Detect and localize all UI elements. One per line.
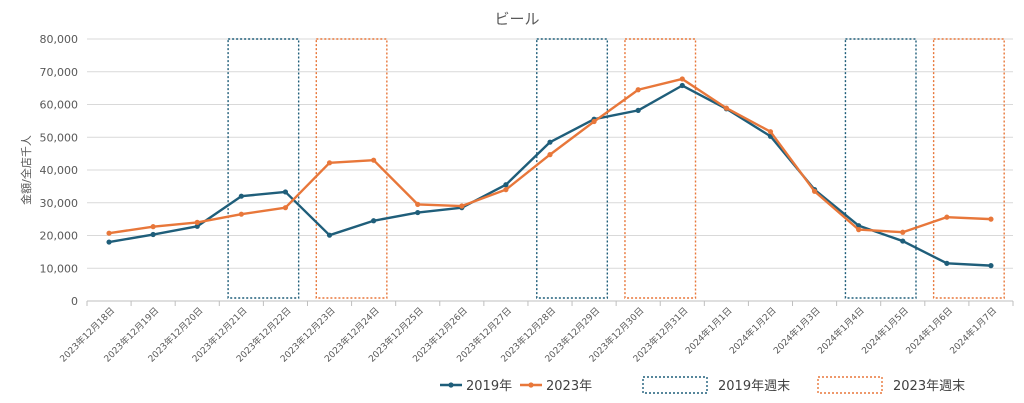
data-point bbox=[415, 201, 421, 207]
data-point bbox=[635, 87, 641, 93]
data-point bbox=[238, 193, 244, 199]
data-point bbox=[944, 260, 950, 266]
series-lines bbox=[106, 76, 994, 269]
data-point bbox=[459, 203, 465, 209]
data-point bbox=[988, 216, 994, 222]
data-point bbox=[900, 229, 906, 235]
data-point bbox=[150, 224, 156, 230]
y-tick-label: 20,000 bbox=[40, 230, 79, 243]
data-point bbox=[194, 223, 200, 229]
data-point bbox=[282, 189, 289, 195]
legend-label: 2023年週末 bbox=[893, 379, 965, 394]
data-point bbox=[326, 160, 333, 166]
x-tick-label: 2024年1月2日 bbox=[727, 305, 779, 357]
y-tick-label: 70,000 bbox=[40, 66, 79, 79]
y-tick-label: 80,000 bbox=[40, 33, 79, 46]
legend: 2019年 2023年 2019年週末 2023年週末 bbox=[440, 376, 965, 394]
weekend-boxes bbox=[227, 38, 1005, 299]
data-point bbox=[679, 82, 685, 89]
legend-label: 2019年 bbox=[466, 379, 512, 394]
data-point bbox=[238, 211, 244, 217]
x-axis: 2023年12月18日2023年12月19日2023年12月20日2023年12… bbox=[57, 300, 1014, 365]
data-point bbox=[503, 182, 509, 188]
chart-title: ビール bbox=[494, 10, 539, 28]
data-point bbox=[591, 118, 597, 125]
data-point bbox=[547, 139, 553, 145]
data-point bbox=[415, 209, 421, 216]
data-point bbox=[900, 238, 906, 244]
data-point bbox=[503, 187, 509, 193]
data-point bbox=[811, 188, 818, 194]
x-tick-label: 2024年1月7日 bbox=[947, 305, 999, 357]
x-tick-label: 2024年1月4日 bbox=[815, 305, 867, 357]
legend-box-swatch bbox=[642, 376, 708, 394]
data-point bbox=[547, 152, 553, 158]
data-point bbox=[767, 129, 774, 135]
weekend-box bbox=[844, 38, 917, 299]
x-tick-label: 2024年1月6日 bbox=[903, 305, 955, 357]
data-point bbox=[679, 76, 685, 82]
y-tick-label: 50,000 bbox=[40, 131, 79, 144]
data-point bbox=[150, 231, 156, 238]
data-point bbox=[106, 239, 112, 245]
weekend-box bbox=[536, 38, 609, 299]
data-point bbox=[371, 218, 377, 224]
weekend-box bbox=[932, 38, 1005, 299]
y-tick-label: 30,000 bbox=[40, 197, 79, 210]
data-point bbox=[723, 105, 729, 111]
weekend-box bbox=[315, 38, 388, 299]
y-tick-label: 60,000 bbox=[40, 99, 79, 112]
data-point bbox=[326, 232, 333, 238]
y-tick-label: 40,000 bbox=[40, 164, 79, 177]
legend-box-swatch bbox=[817, 376, 883, 394]
data-point bbox=[371, 157, 377, 163]
y-axis-label: 金額/全店千人 bbox=[19, 135, 33, 205]
y-tick-label: 0 bbox=[71, 295, 78, 308]
weekend-box bbox=[624, 38, 697, 299]
data-point bbox=[282, 205, 289, 211]
data-point bbox=[944, 214, 950, 220]
legend-label: 2023年 bbox=[546, 379, 592, 394]
data-point bbox=[635, 107, 641, 113]
data-point bbox=[988, 263, 994, 269]
weekend-box bbox=[227, 38, 300, 299]
x-tick-label: 2024年1月3日 bbox=[771, 305, 823, 357]
legend-label: 2019年週末 bbox=[718, 379, 790, 394]
x-tick-label: 2024年1月1日 bbox=[683, 305, 735, 357]
gridlines bbox=[87, 38, 1013, 302]
data-point bbox=[856, 227, 862, 233]
x-tick-label: 2024年1月5日 bbox=[859, 305, 911, 357]
data-point bbox=[194, 219, 200, 225]
y-tick-label: 10,000 bbox=[40, 262, 79, 275]
series-line-0 bbox=[108, 84, 992, 267]
legend-marker bbox=[528, 382, 534, 388]
data-point bbox=[106, 230, 112, 236]
y-axis: 0 10,000 20,000 30,000 40,000 50,000 60,000 70,… bbox=[40, 33, 79, 308]
legend-marker bbox=[448, 382, 454, 388]
